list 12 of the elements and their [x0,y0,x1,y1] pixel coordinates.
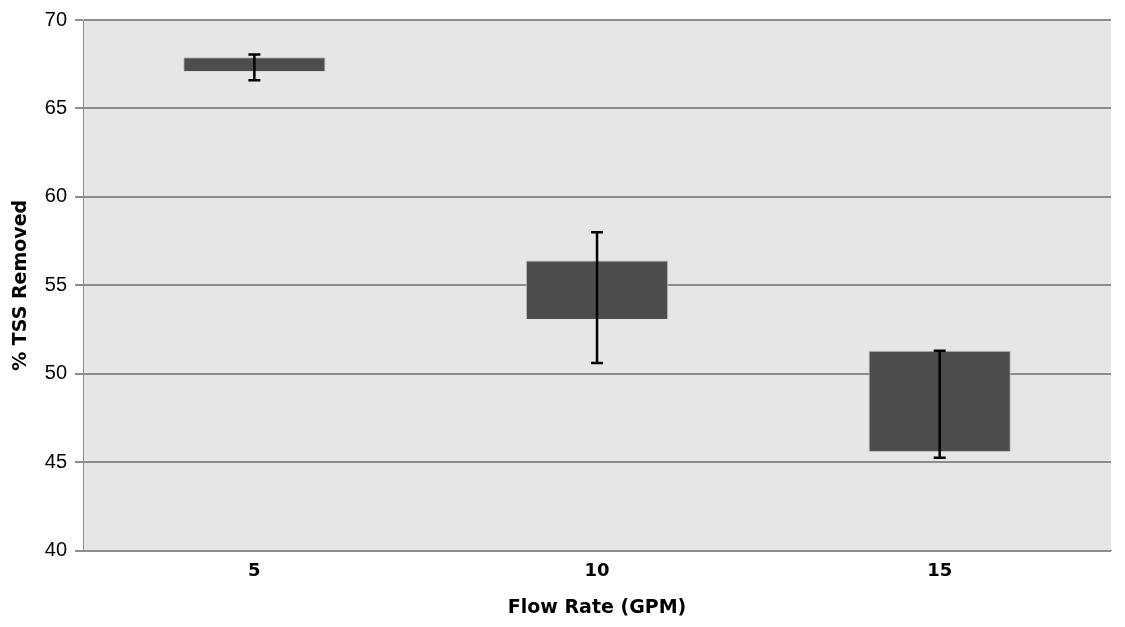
y-tick-label: 70 [44,7,68,30]
x-tick-label: 15 [927,559,953,581]
y-tick-label: 60 [44,184,68,207]
x-tick-label: 10 [584,559,610,581]
y-tick-label: 50 [44,361,68,384]
y-tick-label: 65 [44,95,68,118]
x-tick-label: 5 [248,559,261,581]
y-axis-title: % TSS Removed [8,199,31,371]
y-tick-label: 45 [44,449,68,472]
x-axis-title: Flow Rate (GPM) [507,594,687,617]
y-tick-label: 55 [44,272,68,295]
y-tick-label: 40 [44,538,68,561]
